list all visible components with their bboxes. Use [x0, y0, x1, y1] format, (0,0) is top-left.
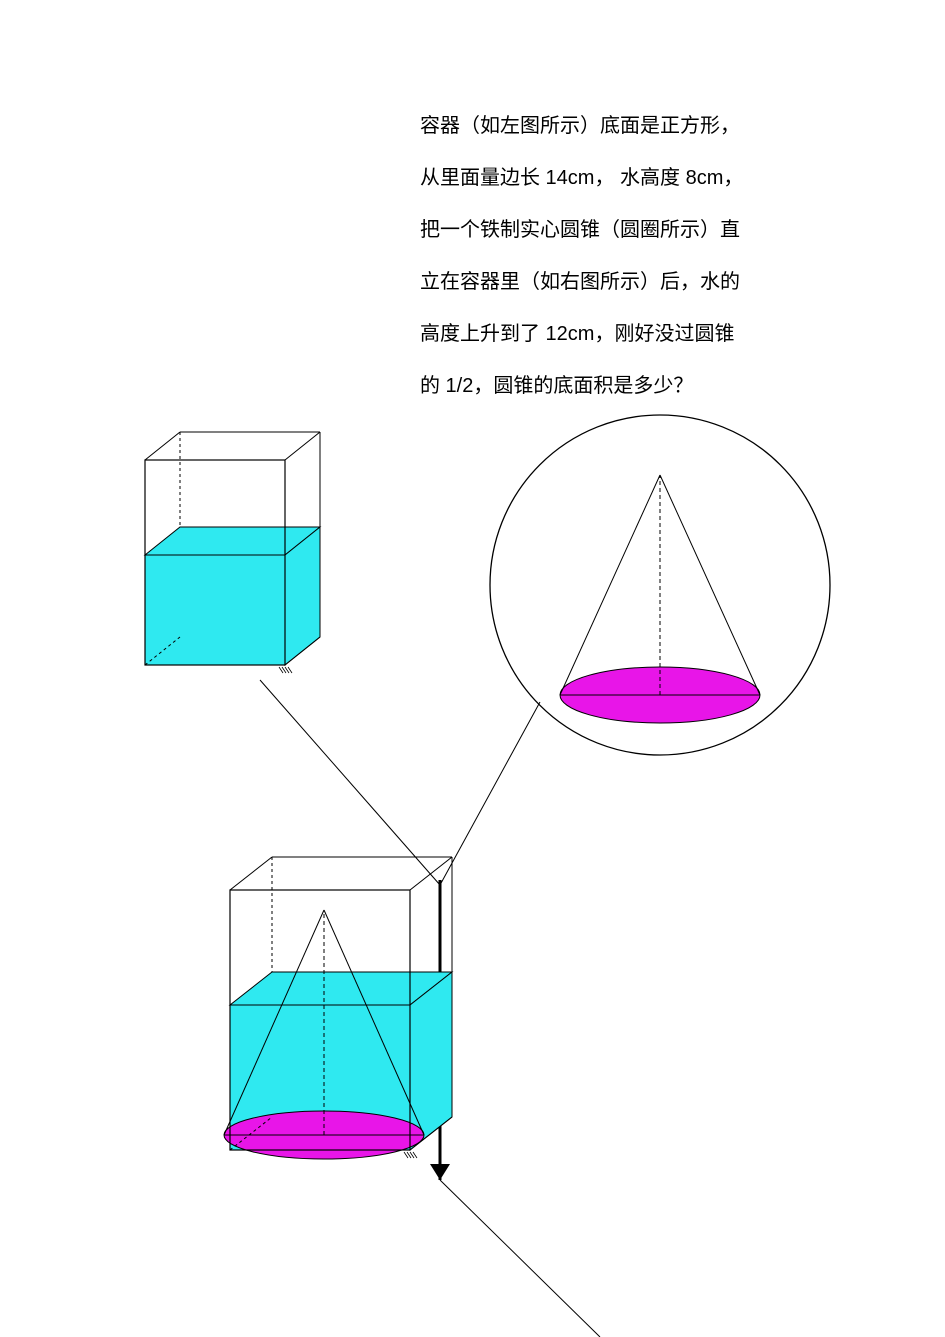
connector-from-left	[260, 680, 440, 885]
arrow-down-head	[430, 1164, 450, 1180]
diagram-stage	[0, 0, 945, 1337]
connector-from-circle	[440, 702, 540, 885]
connector-bottom-ray	[440, 1180, 600, 1337]
container-left	[145, 432, 320, 673]
page: 容器（如左图所示）底面是正方形， 从里面量边长 14cm， 水高度 8cm， 把…	[0, 0, 945, 1337]
container-bottom	[224, 857, 452, 1159]
